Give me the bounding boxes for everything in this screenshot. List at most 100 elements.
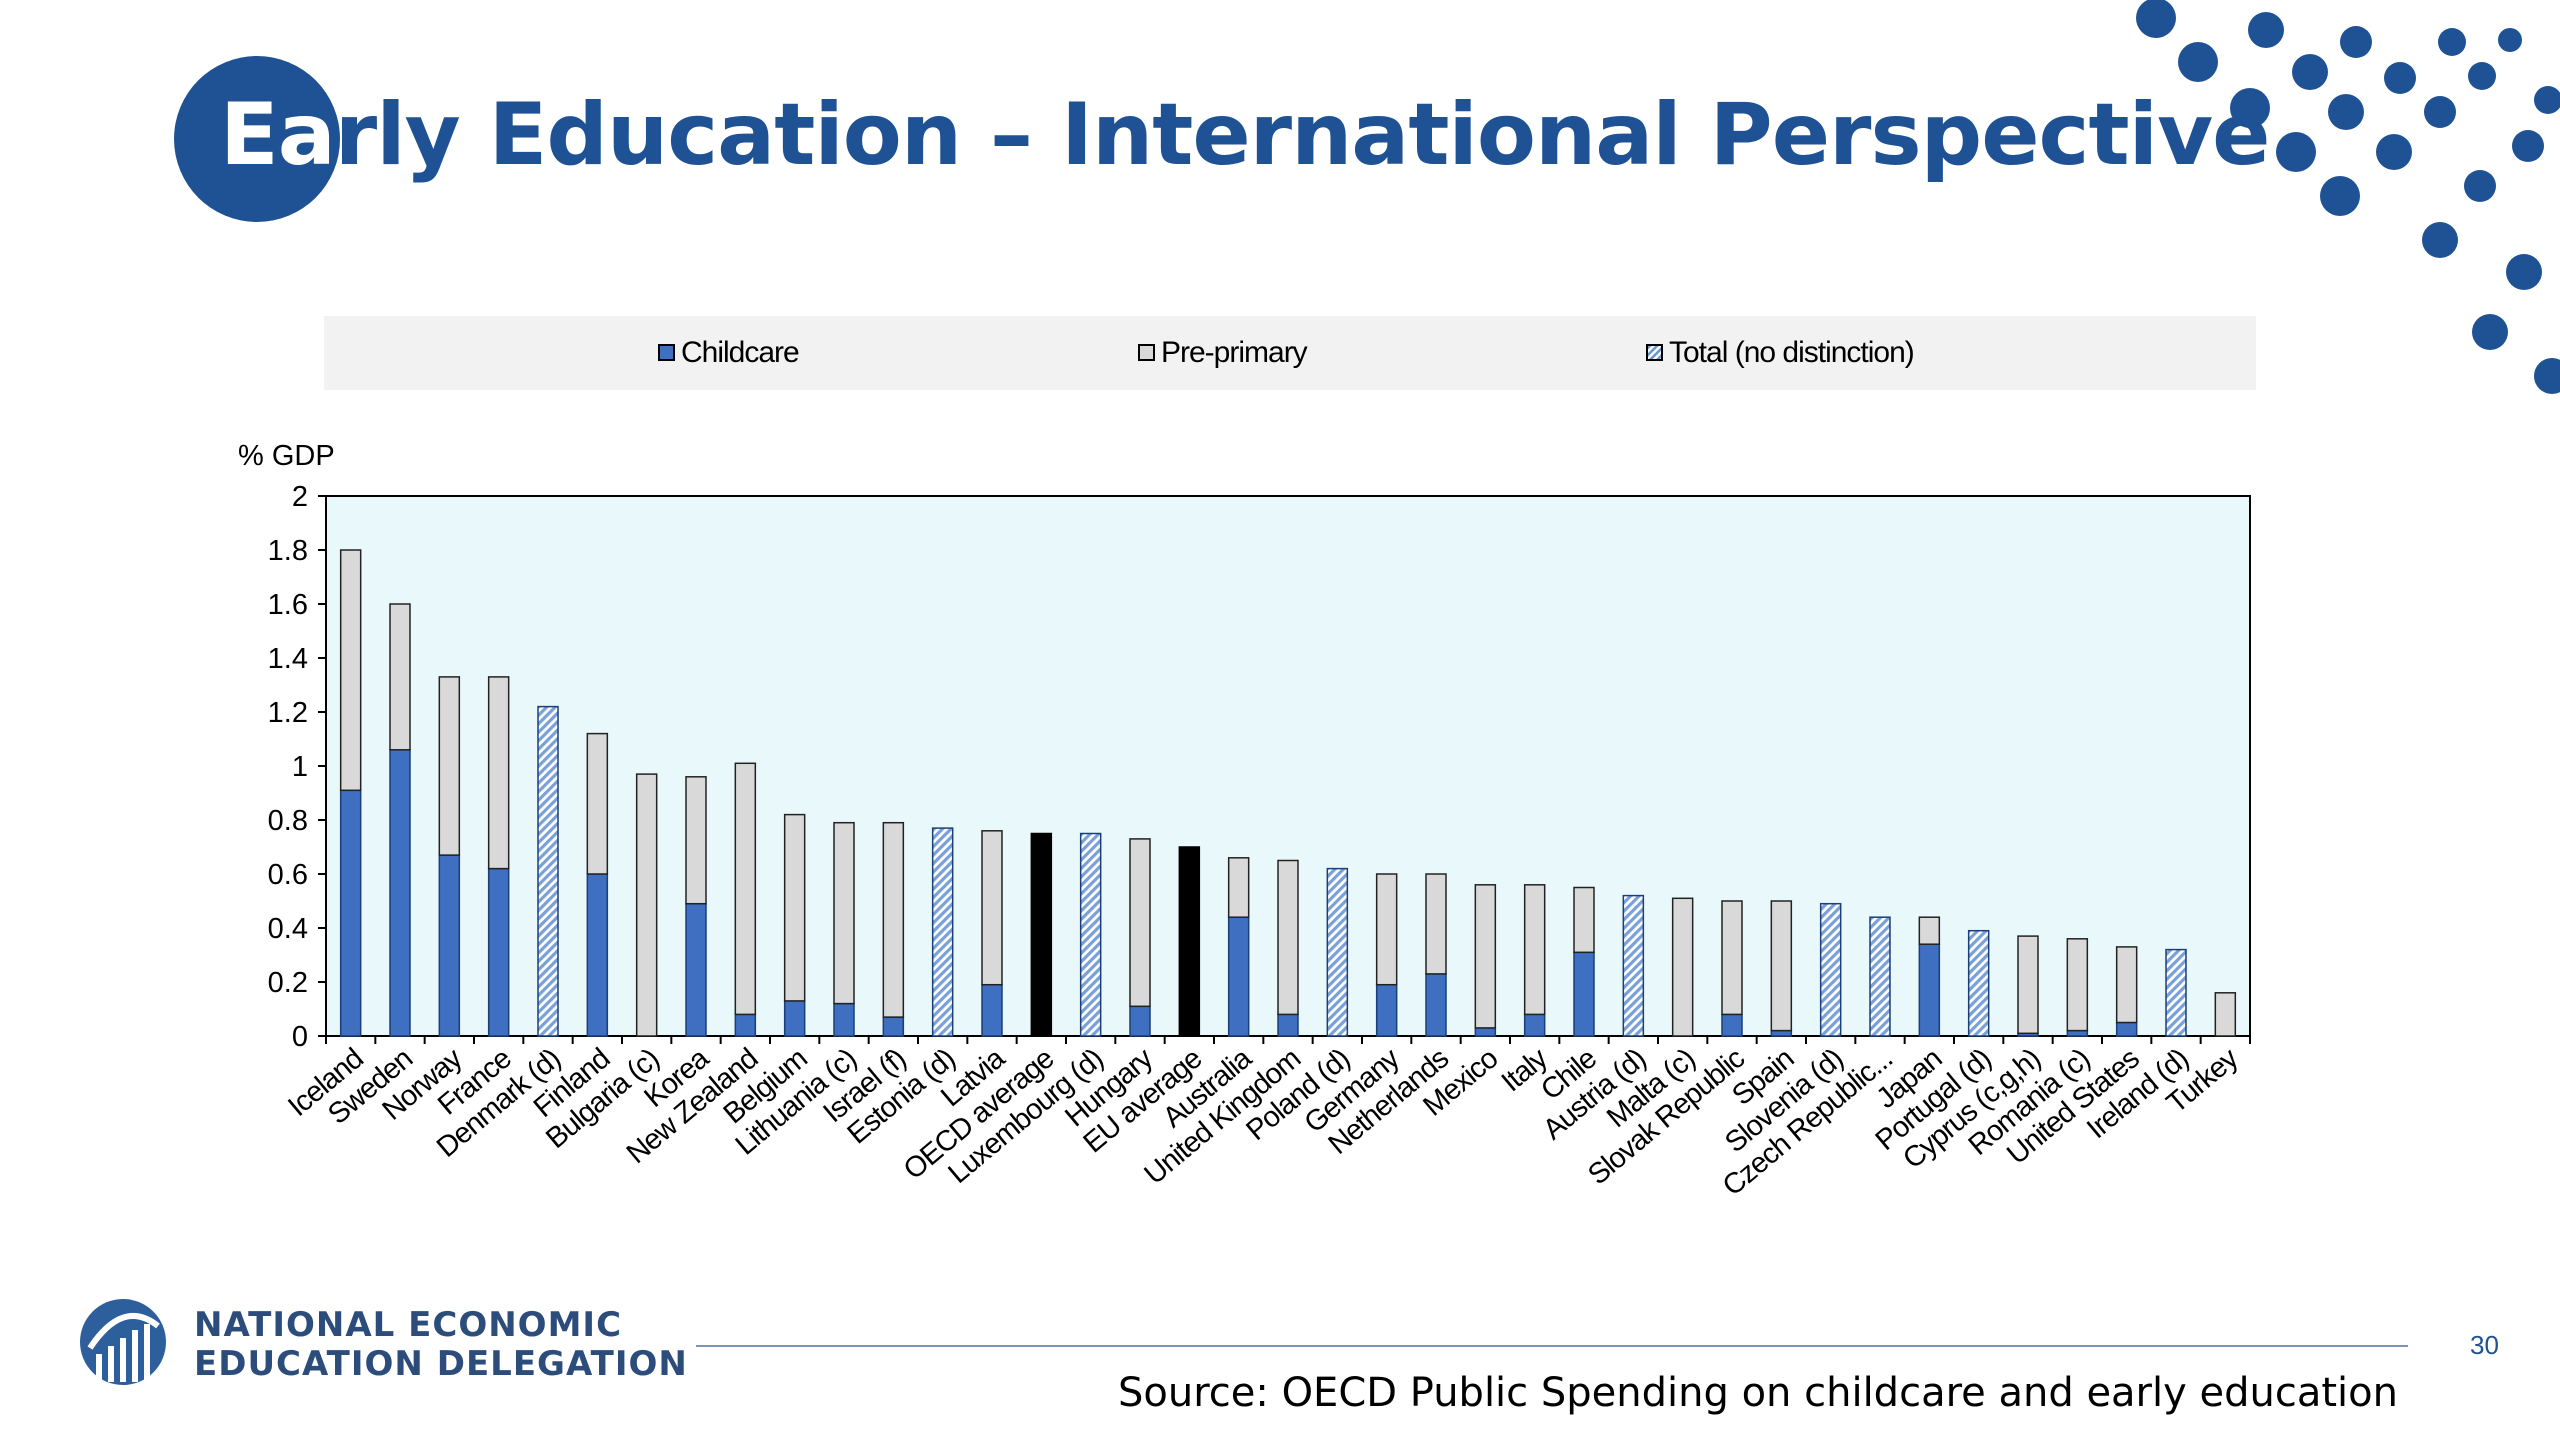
bar-childcare [1474, 1027, 1497, 1037]
decorative-dot [2512, 130, 2544, 162]
footer-divider [696, 1345, 2408, 1347]
bar-preprimary [1425, 873, 1447, 975]
bar-preprimary [833, 821, 855, 1005]
y-tick-label: 1.4 [268, 643, 308, 675]
decorative-dot [2230, 88, 2270, 128]
bar-childcare [882, 1016, 905, 1037]
decorative-dot [2384, 62, 2416, 94]
decorative-dot [2276, 132, 2316, 172]
y-tick-label: 1.6 [268, 589, 308, 621]
bar-childcare [734, 1013, 757, 1037]
slide-title: Early Education – International Perspect… [220, 70, 2271, 200]
legend-swatch-childcare [658, 343, 675, 361]
org-name-line1: NATIONAL ECONOMIC [194, 1305, 623, 1345]
bar-childcare [981, 983, 1003, 1037]
bar-preprimary [2017, 935, 2039, 1035]
bar-childcare [1573, 951, 1595, 1037]
decorative-dot [2136, 0, 2176, 38]
legend-swatch-preprimary [1138, 343, 1155, 361]
bar-preprimary [586, 732, 609, 875]
y-tick-label: 1.2 [268, 697, 308, 729]
decorative-dot [2320, 176, 2360, 216]
decorative-dot [2178, 42, 2218, 82]
legend-label-total: Total (no distinction) [1669, 336, 1915, 369]
y-tick-label: 1 [292, 751, 308, 783]
bar-childcare [2115, 1021, 2138, 1037]
legend-item-childcare: Childcare [658, 316, 800, 390]
decorative-dot [2292, 54, 2328, 90]
bar-preprimary [1573, 886, 1595, 954]
bar-childcare [1523, 1013, 1546, 1037]
bar-total [1819, 902, 1842, 1037]
decorative-dot [2376, 134, 2412, 170]
bar-childcare [339, 789, 362, 1037]
decorative-dot [2506, 254, 2542, 290]
bar-preprimary [339, 549, 362, 792]
bar-total [1869, 916, 1891, 1037]
bar-childcare [438, 854, 461, 1037]
decorative-dots [2136, 0, 2560, 394]
bar-childcare [1375, 983, 1398, 1037]
page-number: 30 [2470, 1330, 2499, 1360]
bar-childcare [833, 1002, 855, 1037]
bar-preprimary [2214, 992, 2237, 1037]
bar-total [1326, 867, 1349, 1037]
bar-childcare [389, 749, 411, 1037]
bar-preprimary [1375, 873, 1398, 986]
bar-preprimary [783, 813, 806, 1002]
bar-preprimary [1474, 884, 1497, 1029]
bar-childcare [1277, 1013, 1299, 1037]
decorative-dot [2438, 28, 2466, 56]
y-tick-label: 0.8 [268, 805, 308, 837]
bar-preprimary [1770, 900, 1793, 1032]
bar-childcare [1425, 973, 1447, 1037]
bar-preprimary [487, 676, 510, 870]
bar-total [2165, 948, 2187, 1037]
org-name-line2: EDUCATION DELEGATION [194, 1344, 688, 1384]
title-rest: rly Education – International Perspectiv… [334, 85, 2271, 185]
bar-preprimary [2066, 938, 2089, 1032]
y-tick-label: 0.2 [268, 967, 308, 999]
decorative-dot [2328, 94, 2364, 130]
bar-childcare [586, 873, 609, 1037]
bar-chart: % GDP 00.20.40.60.811.21.41.61.82Iceland… [238, 440, 2251, 1203]
y-axis-label: % GDP [238, 440, 335, 472]
bar-childcare [487, 867, 510, 1037]
title-accent-circle [174, 56, 340, 222]
bar-preprimary [1277, 859, 1299, 1016]
bar-childcare [2066, 1029, 2089, 1037]
legend-item-preprimary: Pre-primary [1138, 316, 1308, 390]
bar-preprimary [389, 603, 411, 751]
legend-label-preprimary: Pre-primary [1161, 336, 1308, 369]
bar-average [1178, 846, 1201, 1037]
bar-preprimary [1918, 916, 1941, 945]
decorative-dot [2464, 170, 2496, 202]
y-tick-label: 1.8 [268, 535, 308, 567]
bar-childcare [1721, 1013, 1743, 1037]
decorative-dot [2248, 12, 2284, 48]
bar-preprimary [2115, 946, 2138, 1024]
decorative-dot [2424, 96, 2456, 128]
bar-childcare [685, 902, 707, 1037]
bar-preprimary [882, 821, 905, 1018]
bar-preprimary [1721, 900, 1743, 1016]
bar-preprimary [734, 762, 757, 1016]
source-note: Source: OECD Public Spending on childcar… [1118, 1370, 2398, 1416]
y-tick-label: 0.6 [268, 859, 308, 891]
bar-total [537, 705, 559, 1037]
bar-preprimary [1227, 857, 1250, 918]
bar-total [1622, 894, 1645, 1037]
bar-preprimary [1671, 897, 1694, 1037]
decorative-dot [2468, 62, 2496, 90]
decorative-dot [2534, 86, 2560, 114]
bar-childcare [783, 1000, 806, 1037]
bar-childcare [1770, 1029, 1793, 1037]
nee-logo-icon [80, 1299, 166, 1385]
bar-preprimary [635, 773, 658, 1037]
bar-preprimary [1129, 838, 1151, 1008]
y-tick-label: 2 [292, 481, 308, 513]
y-tick-label: 0.4 [268, 913, 308, 945]
bar-average [1030, 832, 1053, 1037]
bar-childcare [1918, 943, 1941, 1037]
legend-swatch-total [1646, 343, 1663, 361]
